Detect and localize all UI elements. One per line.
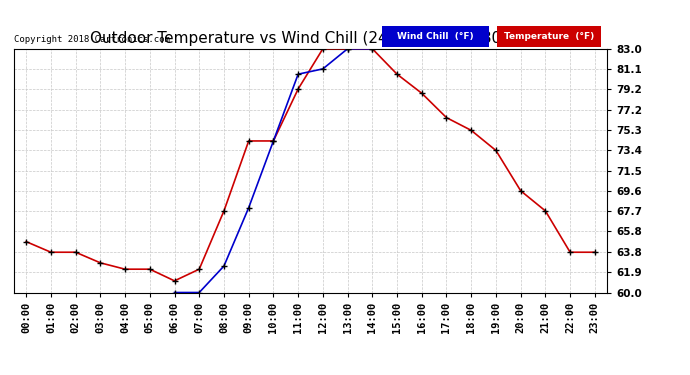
Text: Wind Chill  (°F): Wind Chill (°F) [397,32,473,40]
FancyBboxPatch shape [382,26,489,46]
Title: Outdoor Temperature vs Wind Chill (24 Hours)  20180912: Outdoor Temperature vs Wind Chill (24 Ho… [90,31,531,46]
Text: Copyright 2018 Cartronics.com: Copyright 2018 Cartronics.com [14,35,170,44]
Text: Temperature  (°F): Temperature (°F) [504,32,595,40]
FancyBboxPatch shape [497,26,601,46]
